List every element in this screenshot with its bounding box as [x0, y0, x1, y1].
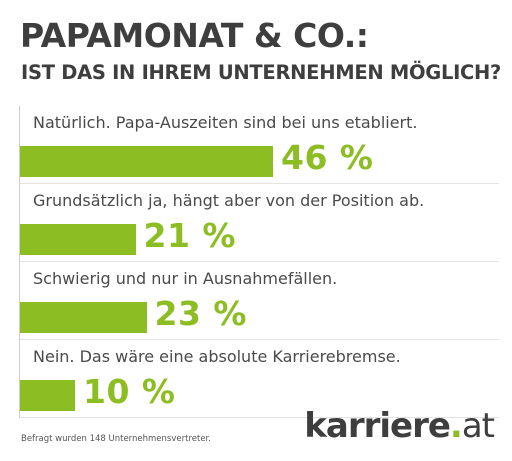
bar	[20, 146, 273, 177]
row-separator	[20, 339, 499, 340]
value-label: 21 %	[143, 216, 236, 255]
chart-subtitle: IST DAS IN IHREM UNTERNEHMEN MÖGLICH?	[21, 61, 502, 84]
category-label: Schwierig und nur in Ausnahmefällen.	[33, 269, 338, 288]
bar	[20, 302, 147, 333]
bar	[20, 380, 75, 411]
logo-tld: at	[461, 406, 495, 446]
category-label: Nein. Das wäre eine absolute Karrierebre…	[33, 347, 401, 366]
bar-row: Nein. Das wäre eine absolute Karrierebre…	[19, 340, 499, 418]
logo-name: karriere	[304, 406, 451, 446]
karriere-logo: karriere.at	[304, 404, 495, 448]
category-label: Natürlich. Papa-Auszeiten sind bei uns e…	[33, 113, 418, 132]
value-label: 46 %	[281, 138, 374, 177]
footnote: Befragt wurden 148 Unternehmensvertreter…	[21, 434, 211, 444]
bar-row: Grundsätzlich ja, hängt aber von der Pos…	[19, 184, 499, 262]
bar-chart: Natürlich. Papa-Auszeiten sind bei uns e…	[19, 106, 499, 418]
value-label: 23 %	[154, 294, 247, 333]
chart-left-divider	[19, 106, 20, 418]
value-label: 10 %	[83, 372, 176, 411]
row-separator	[20, 183, 499, 184]
row-separator	[20, 417, 499, 418]
row-separator	[20, 261, 499, 262]
bar-row: Schwierig und nur in Ausnahmefällen. 23 %	[19, 262, 499, 340]
chart-title: PAPAMONAT & CO.:	[20, 16, 369, 55]
bar-row: Natürlich. Papa-Auszeiten sind bei uns e…	[19, 106, 499, 184]
logo-dot: .	[449, 406, 463, 446]
category-label: Grundsätzlich ja, hängt aber von der Pos…	[33, 191, 425, 210]
bar	[20, 224, 136, 255]
